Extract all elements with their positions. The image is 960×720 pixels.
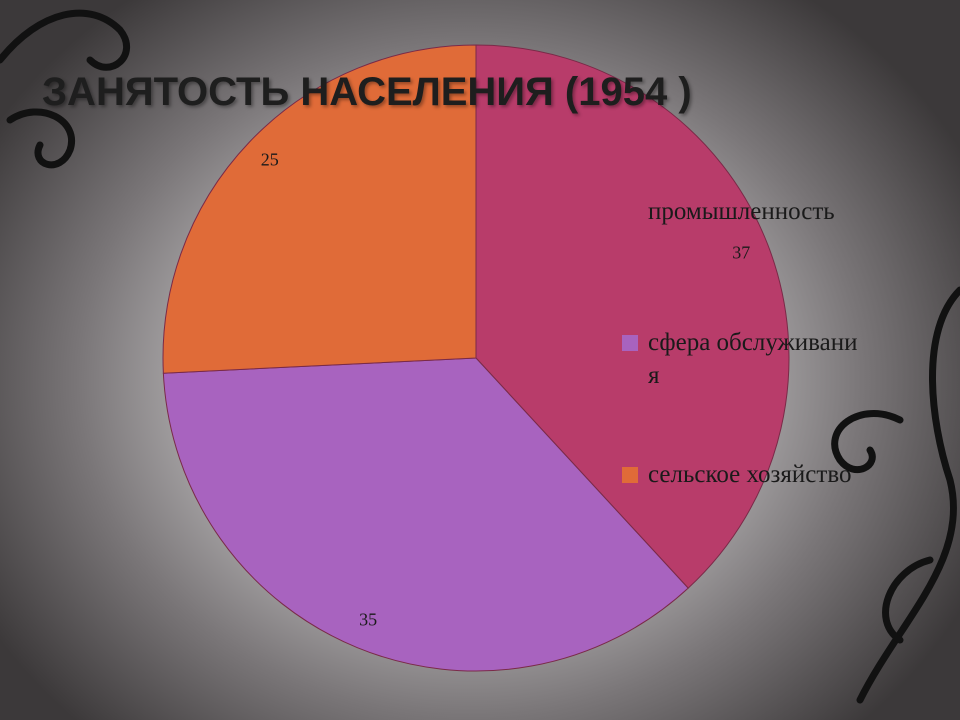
legend-swatch: [622, 204, 638, 220]
legend-item: промышленность: [622, 195, 862, 228]
legend-swatch: [622, 467, 638, 483]
pie-slice: [162, 357, 689, 672]
legend-item: сфера обслуживания: [622, 326, 862, 392]
chart-title: ЗАНЯТОСТЬ НАСЕЛЕНИЯ (1954 ): [42, 70, 692, 114]
data-label: 35: [359, 610, 377, 630]
legend-label: сфера обслуживания: [648, 329, 858, 389]
legend-swatch: [622, 335, 638, 351]
data-label: 25: [261, 150, 279, 170]
pie-slice: [162, 44, 477, 374]
data-label: 37: [732, 242, 750, 262]
legend-item: сельское хозяйство: [622, 458, 862, 491]
legend-label: сельское хозяйство: [648, 461, 852, 488]
decoration: [0, 9, 960, 704]
pie-slice: [475, 44, 790, 589]
legend-label: промышленность: [648, 198, 835, 225]
